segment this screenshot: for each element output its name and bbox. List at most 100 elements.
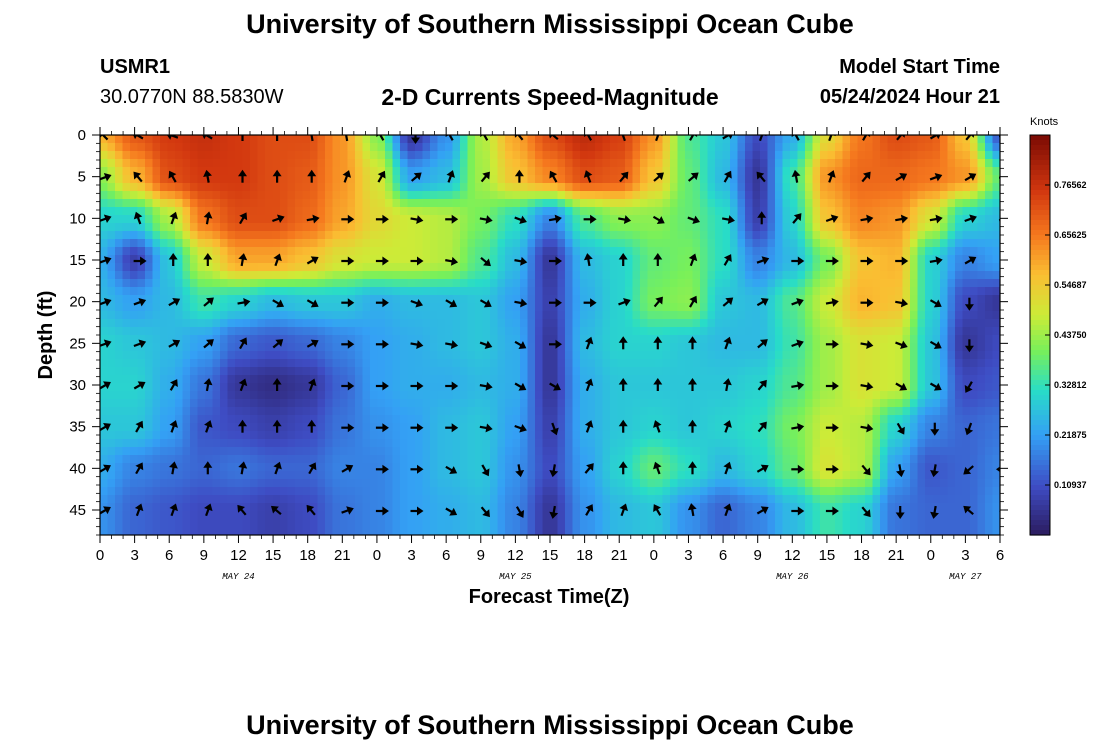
heatmap-cell	[917, 447, 926, 456]
heatmap-cell	[677, 383, 686, 392]
heatmap-cell	[175, 239, 184, 248]
heatmap-cell	[707, 295, 716, 304]
heatmap-cell	[407, 311, 416, 320]
heatmap-cell	[377, 255, 386, 264]
heatmap-cell	[527, 455, 536, 464]
heatmap-cell	[332, 415, 341, 424]
heatmap-cell	[505, 327, 514, 336]
heatmap-cell	[715, 391, 724, 400]
heatmap-cell	[377, 143, 386, 152]
heatmap-cell	[460, 407, 469, 416]
heatmap-cell	[812, 359, 821, 368]
heatmap-cell	[512, 383, 521, 392]
heatmap-cell	[370, 199, 379, 208]
heatmap-cell	[707, 207, 716, 216]
heatmap-cell	[190, 239, 199, 248]
heatmap-cell	[332, 383, 341, 392]
heatmap-cell	[692, 399, 701, 408]
heatmap-cell	[947, 431, 956, 440]
heatmap-cell	[287, 463, 296, 472]
heatmap-cell	[257, 407, 266, 416]
heatmap-cell	[295, 175, 304, 184]
heatmap-cell	[902, 271, 911, 280]
heatmap-cell	[872, 319, 881, 328]
heatmap-cell	[400, 263, 409, 272]
heatmap-cell	[812, 175, 821, 184]
heatmap-cell	[227, 367, 236, 376]
heatmap-cell	[955, 223, 964, 232]
heatmap-cell	[812, 303, 821, 312]
heatmap-cell	[910, 231, 919, 240]
heatmap-cell	[640, 239, 649, 248]
heatmap-cell	[182, 327, 191, 336]
heatmap-cell	[730, 383, 739, 392]
heatmap-cell	[430, 439, 439, 448]
heatmap-cell	[377, 391, 386, 400]
heatmap-cell	[797, 167, 806, 176]
heatmap-cell	[197, 375, 206, 384]
heatmap-cell	[212, 399, 221, 408]
heatmap-cell	[475, 183, 484, 192]
heatmap-cell	[617, 407, 626, 416]
heatmap-cell	[610, 151, 619, 160]
heatmap-cell	[632, 295, 641, 304]
heatmap-cell	[392, 239, 401, 248]
heatmap-cell	[857, 263, 866, 272]
heatmap-cell	[497, 335, 506, 344]
heatmap-cell	[565, 319, 574, 328]
heatmap-cell	[835, 311, 844, 320]
heatmap-cell	[970, 407, 979, 416]
heatmap-cell	[317, 207, 326, 216]
heatmap-cell	[865, 135, 874, 144]
heatmap-cell	[190, 367, 199, 376]
heatmap-cell	[805, 383, 814, 392]
heatmap-cell	[910, 159, 919, 168]
heatmap-cell	[925, 295, 934, 304]
heatmap-cell	[685, 391, 694, 400]
heatmap-cell	[752, 191, 761, 200]
heatmap-cell	[257, 199, 266, 208]
heatmap-cell	[535, 295, 544, 304]
heatmap-cell	[737, 391, 746, 400]
heatmap-cell	[130, 367, 139, 376]
heatmap-cell	[175, 335, 184, 344]
heatmap-cell	[745, 143, 754, 152]
heatmap-cell	[895, 399, 904, 408]
heatmap-cell	[340, 351, 349, 360]
heatmap-cell	[580, 463, 589, 472]
heatmap-cell	[302, 303, 311, 312]
heatmap-cell	[385, 351, 394, 360]
heatmap-cell	[820, 135, 829, 144]
heatmap-cell	[902, 135, 911, 144]
heatmap-cell	[182, 271, 191, 280]
heatmap-cell	[962, 239, 971, 248]
heatmap-cell	[655, 415, 664, 424]
heatmap-cell	[745, 247, 754, 256]
heatmap-cell	[970, 279, 979, 288]
heatmap-cell	[400, 223, 409, 232]
heatmap-cell	[977, 447, 986, 456]
heatmap-cell	[415, 247, 424, 256]
heatmap-cell	[115, 335, 124, 344]
heatmap-cell	[685, 247, 694, 256]
heatmap-cell	[287, 367, 296, 376]
heatmap-cell	[767, 447, 776, 456]
heatmap-cell	[340, 183, 349, 192]
heatmap-cell	[325, 151, 334, 160]
heatmap-cell	[700, 135, 709, 144]
heatmap-cell	[197, 335, 206, 344]
heatmap-cell	[835, 183, 844, 192]
heatmap-cell	[940, 351, 949, 360]
heatmap-cell	[527, 191, 536, 200]
heatmap-cell	[355, 407, 364, 416]
heatmap-cell	[497, 239, 506, 248]
heatmap-cell	[460, 263, 469, 272]
heatmap-cell	[812, 455, 821, 464]
heatmap-cell	[557, 455, 566, 464]
heatmap-cell	[107, 303, 116, 312]
heatmap-cell	[797, 135, 806, 144]
heatmap-cell	[790, 175, 799, 184]
heatmap-cell	[280, 271, 289, 280]
heatmap-cell	[460, 375, 469, 384]
heatmap-cell	[677, 295, 686, 304]
